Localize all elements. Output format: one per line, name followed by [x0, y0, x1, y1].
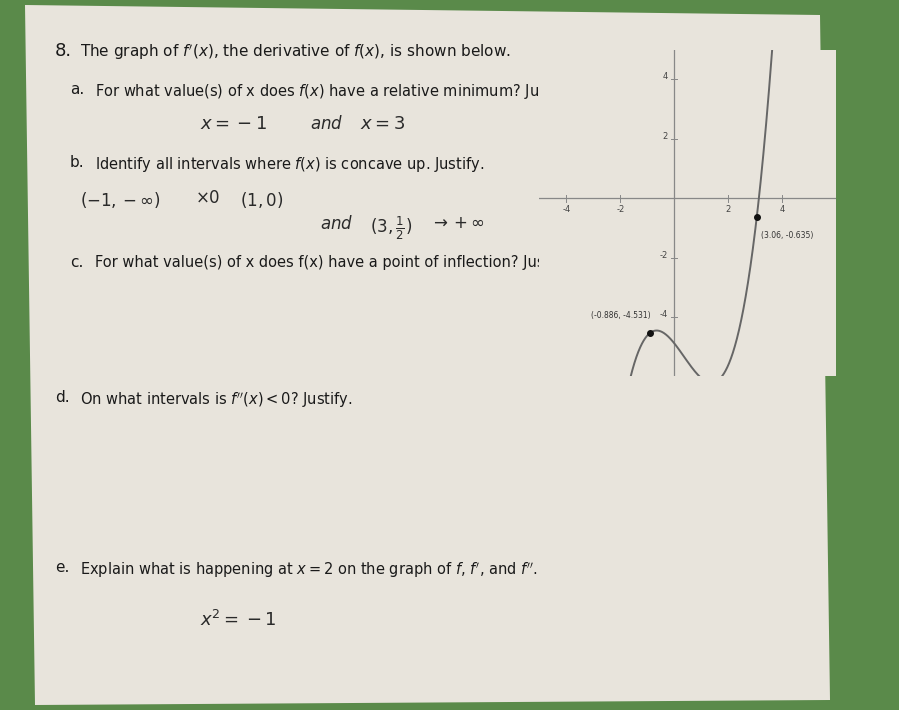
Text: For what value(s) of x does f(x) have a point of inflection? Justify.: For what value(s) of x does f(x) have a …	[95, 255, 571, 270]
Text: -4: -4	[659, 310, 667, 319]
Text: On what intervals is $f''(x) < 0$? Justify.: On what intervals is $f''(x) < 0$? Justi…	[80, 390, 352, 410]
Text: 4: 4	[779, 204, 785, 214]
Text: 2: 2	[663, 132, 667, 141]
Text: b.: b.	[70, 155, 85, 170]
Text: Explain what is happening at $x = 2$ on the graph of $f$, $f'$, and $f''$.: Explain what is happening at $x = 2$ on …	[80, 560, 538, 579]
Text: e.: e.	[55, 560, 69, 575]
Text: $\to + \infty$: $\to + \infty$	[430, 215, 485, 232]
Text: -2: -2	[616, 204, 625, 214]
Text: -4: -4	[562, 204, 571, 214]
Polygon shape	[25, 5, 830, 705]
Text: $and$: $and$	[320, 215, 353, 233]
Text: 2: 2	[725, 204, 731, 214]
Text: a.: a.	[70, 82, 85, 97]
Text: c.: c.	[70, 255, 84, 270]
Text: d.: d.	[55, 390, 69, 405]
Text: Identify all intervals where $f(x)$ is concave up. Justify.: Identify all intervals where $f(x)$ is c…	[95, 155, 485, 174]
Text: 8.: 8.	[55, 42, 72, 60]
Text: $x^2 = -1$: $x^2 = -1$	[200, 610, 276, 630]
Text: $(1, 0)$: $(1, 0)$	[240, 190, 283, 210]
Text: For what value(s) of x does $f(x)$ have a relative minimum? Justify.: For what value(s) of x does $f(x)$ have …	[95, 82, 574, 101]
Text: (3.06, -0.635): (3.06, -0.635)	[761, 231, 814, 240]
Text: $\times 0$: $\times 0$	[195, 190, 220, 207]
Text: (-0.886, -4.531): (-0.886, -4.531)	[591, 311, 651, 320]
Text: 4: 4	[663, 72, 667, 82]
Text: $and$: $and$	[310, 115, 343, 133]
Text: $x = 3$: $x = 3$	[360, 115, 405, 133]
Text: The graph of $f'(x)$, the derivative of $f(x)$, is shown below.: The graph of $f'(x)$, the derivative of …	[80, 42, 511, 62]
Text: $(-1, -\infty)$: $(-1, -\infty)$	[80, 190, 161, 210]
Text: $x = -1$: $x = -1$	[200, 115, 267, 133]
Text: -2: -2	[659, 251, 667, 260]
Text: $(3, \frac{1}{2})$: $(3, \frac{1}{2})$	[370, 215, 412, 242]
